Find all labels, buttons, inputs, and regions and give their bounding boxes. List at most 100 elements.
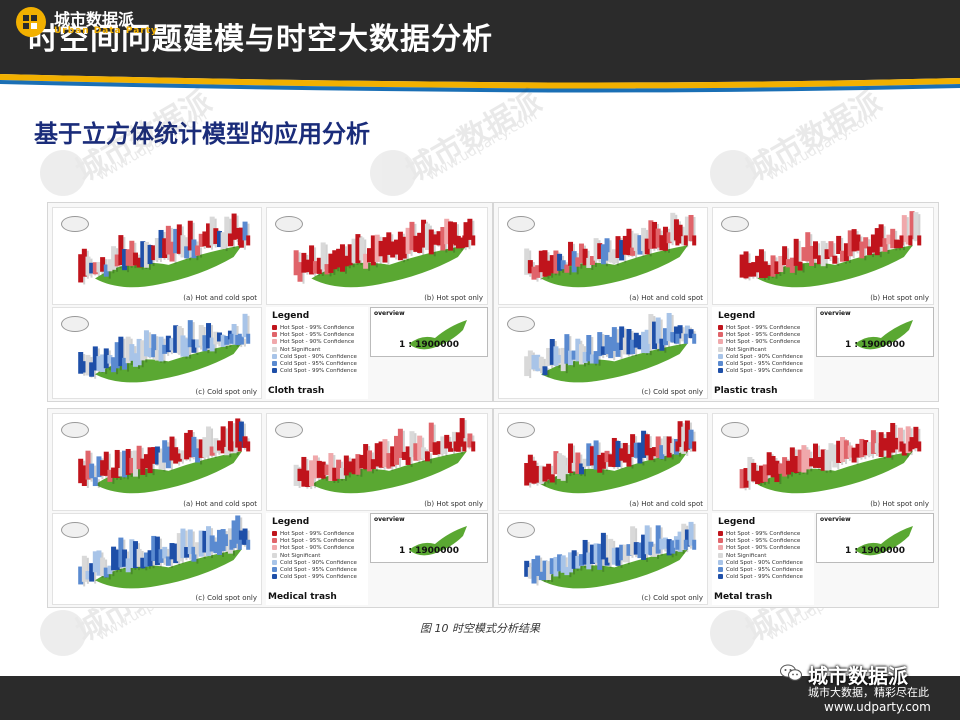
cube-column [462, 441, 467, 452]
cube-column [206, 223, 212, 248]
cube-shade [192, 531, 195, 557]
legend-swatch [718, 559, 723, 565]
cube-column [320, 461, 326, 479]
cube-column [81, 248, 87, 277]
land-area [311, 245, 467, 288]
legend-panel: Legend Hot Spot - 99% Confidence Hot Spot… [712, 307, 814, 399]
cube-column [894, 437, 900, 450]
cube-column [103, 567, 109, 578]
cube-column [154, 536, 160, 566]
cube-column [578, 463, 584, 475]
cube-column [297, 262, 303, 282]
cube-column [305, 259, 311, 273]
panel-hot-only[interactable]: (b) Hot spot only [266, 207, 488, 305]
panel-hot-only[interactable]: (b) Hot spot only [266, 413, 488, 511]
cube-column [246, 235, 251, 246]
cube-column [659, 235, 665, 251]
panel-hot-only[interactable]: (b) Hot spot only [712, 413, 934, 511]
legend-swatch [272, 574, 277, 580]
overview-map: overview 1 : 1900000 [816, 307, 934, 357]
cube-column [546, 463, 552, 480]
map-logo-icon [275, 216, 303, 232]
map-logo-icon [275, 422, 303, 438]
cube-column [122, 549, 128, 567]
cube-column [162, 238, 168, 259]
cube-column [107, 565, 113, 575]
cube-column [151, 334, 157, 358]
cube-column [107, 355, 113, 364]
cube-shade [887, 240, 890, 254]
cube-column [184, 246, 190, 259]
cube-column [378, 240, 384, 257]
footer-url[interactable]: www.udparty.com [824, 700, 931, 714]
legend-swatch [718, 566, 723, 572]
cube-column [863, 237, 869, 249]
cube-column [564, 465, 570, 475]
cube-column [363, 253, 369, 269]
cube-column [382, 237, 388, 263]
cube-column [176, 224, 182, 254]
cube-column [666, 312, 672, 342]
cube-column [793, 238, 799, 266]
cube-column [542, 466, 548, 482]
cube-column [96, 550, 102, 576]
cube-column [677, 325, 683, 339]
cube-column [568, 350, 574, 366]
cube-shade [123, 338, 126, 369]
legend-list: Hot Spot - 99% Confidence Hot Spot - 95% … [272, 531, 357, 581]
cube-column [191, 239, 197, 259]
cube-column [339, 244, 345, 272]
cube-column [604, 557, 610, 566]
panel-hot-only[interactable]: (b) Hot spot only [712, 207, 934, 305]
cube-column [683, 235, 688, 246]
cube-column [812, 443, 818, 468]
panel-cold-only[interactable]: (c) Cold spot only [498, 307, 708, 399]
panel-hot-and-cold[interactable]: (a) Hot and cold spot [498, 413, 708, 511]
cube-column [132, 353, 138, 367]
legend-item: Cold Spot - 95% Confidence [272, 360, 357, 368]
cube-column [213, 438, 219, 453]
cube-column [557, 453, 563, 479]
cube-column [231, 441, 237, 454]
panel-hot-and-cold[interactable]: (a) Hot and cold spot [52, 207, 262, 305]
cube-column [582, 351, 588, 364]
overview-map-shape [409, 320, 467, 350]
cube-column [684, 216, 690, 240]
cube-column [78, 352, 84, 374]
cube-column [184, 547, 190, 558]
land-area [95, 342, 242, 383]
cube-column [586, 335, 592, 362]
cube-column [320, 242, 326, 270]
cube-shade [214, 339, 217, 354]
cube-column [688, 329, 694, 339]
cube-shade [211, 428, 214, 458]
cube-column [560, 555, 566, 573]
cube-column [677, 421, 683, 447]
cube-column [413, 443, 419, 461]
map-3d-cold-only [78, 515, 251, 589]
figure-block-2: (a) Hot and cold spot (b) Hot spot only … [493, 202, 939, 402]
panel-hot-and-cold[interactable]: (a) Hot and cold spot [498, 207, 708, 305]
cube-column [424, 451, 430, 462]
overview-label: overview [820, 310, 851, 317]
cube-column [681, 426, 687, 454]
legend-list: Hot Spot - 99% Confidence Hot Spot - 95% … [272, 325, 357, 375]
panel-cold-only[interactable]: (c) Cold spot only [52, 307, 262, 399]
cube-column [604, 334, 610, 355]
cube-shade [214, 448, 217, 458]
cube-column [589, 354, 595, 364]
panel-hot-and-cold[interactable]: (a) Hot and cold spot [52, 413, 262, 511]
cube-column [568, 443, 574, 473]
cube-column [684, 325, 690, 337]
legend-swatch [718, 339, 723, 345]
cube-column [118, 467, 124, 477]
panel-cold-only[interactable]: (c) Cold spot only [498, 513, 708, 605]
cube-column [147, 347, 153, 358]
cube-column [151, 447, 157, 464]
panel-cold-only[interactable]: (c) Cold spot only [52, 513, 262, 605]
cube-column [165, 446, 171, 469]
cube-column [136, 338, 142, 366]
cube-column [467, 433, 473, 448]
cube-shade [868, 239, 871, 251]
cube-column [316, 460, 322, 478]
